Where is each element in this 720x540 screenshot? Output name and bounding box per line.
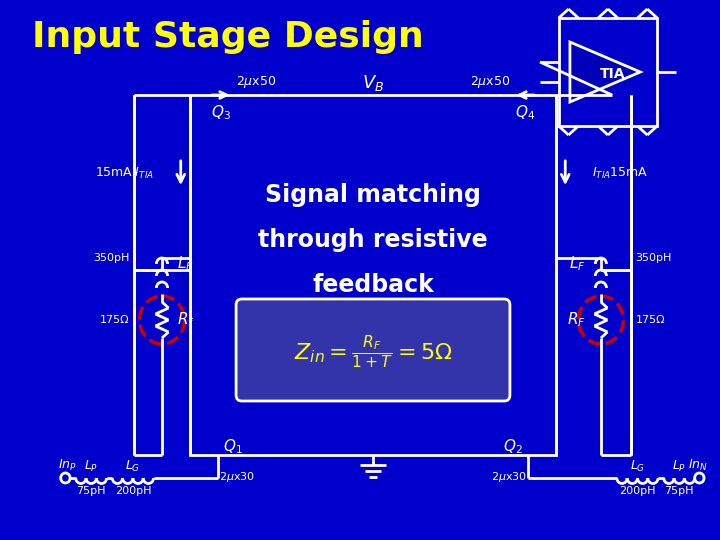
Text: 200pH: 200pH	[114, 486, 151, 496]
Text: 2$\mu$x30: 2$\mu$x30	[491, 470, 527, 484]
Text: $L_F$: $L_F$	[177, 255, 194, 273]
Text: $L_F$: $L_F$	[569, 255, 586, 273]
Text: 75pH: 75pH	[665, 486, 694, 496]
Text: $L_P$: $L_P$	[672, 458, 686, 474]
Text: 2$\mu$x30: 2$\mu$x30	[219, 470, 255, 484]
Text: $R_f$: $R_f$	[177, 310, 194, 329]
Text: $Q_4$: $Q_4$	[515, 104, 535, 123]
Text: 350pH: 350pH	[636, 253, 672, 263]
Text: 15mA $I_{TIA}$: 15mA $I_{TIA}$	[96, 165, 155, 180]
Text: 75pH: 75pH	[76, 486, 106, 496]
Text: 350pH: 350pH	[93, 253, 129, 263]
Text: $R_F$: $R_F$	[567, 310, 586, 329]
Text: $In_N$: $In_N$	[688, 457, 708, 472]
Text: $Q_2$: $Q_2$	[503, 437, 523, 456]
Bar	[559, 18, 657, 126]
Text: 2$\mu$x50: 2$\mu$x50	[235, 74, 276, 90]
Text: $L_G$: $L_G$	[125, 458, 140, 474]
Text: $L_P$: $L_P$	[84, 458, 99, 474]
Text: $Q_3$: $Q_3$	[211, 104, 230, 123]
FancyBboxPatch shape	[236, 299, 510, 401]
Text: $In_P$: $In_P$	[58, 457, 77, 472]
Text: Signal matching: Signal matching	[265, 183, 481, 207]
Text: through resistive: through resistive	[258, 228, 488, 252]
Text: $V_B$: $V_B$	[362, 73, 384, 93]
Text: $Z_{in}=\frac{R_F}{1+T}=5\Omega$: $Z_{in}=\frac{R_F}{1+T}=5\Omega$	[294, 333, 452, 371]
Text: 200pH: 200pH	[619, 486, 656, 496]
Text: Input Stage Design: Input Stage Design	[32, 20, 423, 54]
Text: 175Ω: 175Ω	[636, 315, 665, 325]
Text: $I_{TIA}$15mA: $I_{TIA}$15mA	[592, 165, 647, 180]
Polygon shape	[570, 42, 640, 102]
Bar	[190, 95, 556, 455]
Text: $L_G$: $L_G$	[630, 458, 645, 474]
Text: TIA: TIA	[600, 67, 626, 81]
Text: 175Ω: 175Ω	[99, 315, 129, 325]
Text: feedback: feedback	[312, 273, 434, 297]
Text: 2$\mu$x50: 2$\mu$x50	[470, 74, 510, 90]
Text: $Q_1$: $Q_1$	[223, 437, 243, 456]
